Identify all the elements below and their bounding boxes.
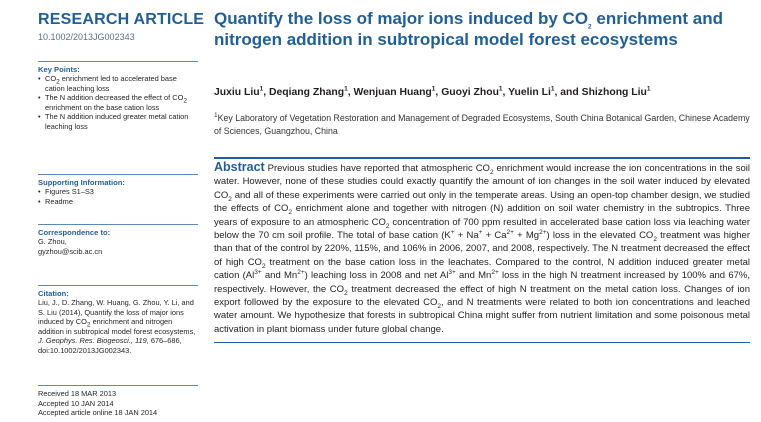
abstract-fragment: 3+ (448, 269, 456, 277)
key-points-heading: Key Points: (38, 65, 80, 74)
abstract-fragment: 2+ (539, 228, 547, 236)
correspondence-name: G. Zhou, (38, 237, 67, 246)
abstract-fragment: treatment was higher than that of the co… (214, 230, 750, 268)
author: Deqiang Zhang (269, 87, 345, 98)
affiliation: 1Key Laboratory of Vegetation Restoratio… (214, 112, 750, 136)
accepted-date: Accepted 10 JAN 2014 (38, 398, 114, 408)
article-title: Quantify the loss of major ions induced … (214, 9, 723, 49)
author: Juxiu Liu (214, 87, 260, 98)
abstract-fragment: 2 (385, 222, 390, 230)
abstract-fragment: 2+ (491, 269, 499, 277)
citation-heading: Citation: (38, 289, 69, 298)
key-point-item: The N addition decreased the effect of C… (38, 93, 198, 112)
abstract-fragment: loss in the high N treatment increased b… (214, 270, 750, 295)
author: Shizhong Liu (581, 87, 647, 98)
citation: Citation: Liu, J., D. Zhang, W. Huang, G… (38, 285, 198, 356)
author: Yuelin Li (508, 87, 551, 98)
author-list: Juxiu Liu1, Deqiang Zhang1, Wenjuan Huan… (214, 85, 651, 98)
abstract-heading: Abstract (214, 160, 265, 174)
abstract-fragment: 2 (437, 302, 441, 310)
online-date: Accepted article online 18 JAN 2014 (38, 408, 158, 418)
abstract-fragment: enrichment would increase the ion concen… (214, 163, 750, 201)
key-points-list: CO2 enrichment led to accelerated base c… (38, 74, 198, 132)
citation-text: Liu, J., D. Zhang, W. Huang, G. Zhou, Y.… (38, 298, 196, 355)
abstract-fragment: 2 (288, 209, 292, 217)
abstract-fragment: 3+ (254, 269, 262, 277)
abstract-fragment: ) leaching loss in 2008 and net Al (304, 270, 449, 282)
correspondence-heading: Correspondence to: (38, 228, 111, 237)
key-point-item: The N addition induced greater metal cat… (38, 112, 198, 131)
key-point-item: CO2 enrichment led to accelerated base c… (38, 74, 198, 93)
abstract-fragment: 2 (344, 289, 348, 297)
abstract-fragment: + Na (454, 230, 479, 242)
abstract-fragment: treatment on the base cation loss in the… (214, 256, 750, 282)
abstract-fragment: and Mn (261, 270, 298, 282)
key-points: Key Points: CO2 enrichment led to accele… (38, 61, 198, 132)
correspondence-email[interactable]: gyzhou@scib.ac.cn (38, 246, 103, 256)
supporting-item[interactable]: Figures S1–S3 (38, 187, 198, 197)
supporting-list: Figures S1–S3 Readme (38, 187, 198, 206)
supporting-heading: Supporting Information: (38, 178, 125, 187)
author: Guoyi Zhou (441, 87, 499, 98)
author: Wenjuan Huang (353, 87, 432, 98)
abstract-fragment: , and N treatments were related to both … (214, 297, 750, 335)
received-date: Received 18 MAR 2013 (38, 389, 117, 398)
abstract-fragment: 2 (228, 195, 232, 203)
abstract-fragment: + (478, 228, 483, 236)
abstract-fragment: 2+ (297, 269, 305, 277)
abstract-fragment: 2 (261, 262, 266, 270)
abstract-fragment: concentration of 700 ppm resulted in acc… (214, 216, 750, 242)
abstract-fragment: + Mg (513, 230, 540, 242)
abstract-fragment: 2 (653, 235, 657, 243)
abstract: Abstract Previous studies have reported … (214, 157, 750, 344)
abstract-fragment: Previous studies have reported that atmo… (264, 163, 490, 174)
abstract-fragment: enrichment alone and together with nitro… (214, 203, 750, 228)
correspondence: Correspondence to: G. Zhou, gyzhou@scib.… (38, 224, 198, 256)
abstract-fragment: and all of these experiments were carrie… (214, 189, 750, 215)
doi[interactable]: 10.1002/2013JG002343 (38, 32, 135, 42)
article-type: RESEARCH ARTICLE (38, 11, 205, 28)
supporting-information: Supporting Information: Figures S1–S3 Re… (38, 174, 198, 206)
supporting-item[interactable]: Readme (38, 197, 198, 207)
abstract-fragment: treatment decreased the effect of high N… (214, 283, 750, 309)
abstract-fragment: 2 (489, 168, 494, 176)
abstract-fragment: + (450, 228, 455, 236)
abstract-fragment: + Ca (482, 230, 507, 242)
abstract-fragment: 2+ (506, 228, 514, 236)
abstract-fragment: ) loss in the elevated CO (546, 230, 654, 242)
abstract-fragment: and Mn (455, 270, 492, 282)
abstract-text: Previous studies have reported that atmo… (214, 163, 750, 335)
article-dates: Received 18 MAR 2013 Accepted 10 JAN 201… (38, 385, 198, 418)
